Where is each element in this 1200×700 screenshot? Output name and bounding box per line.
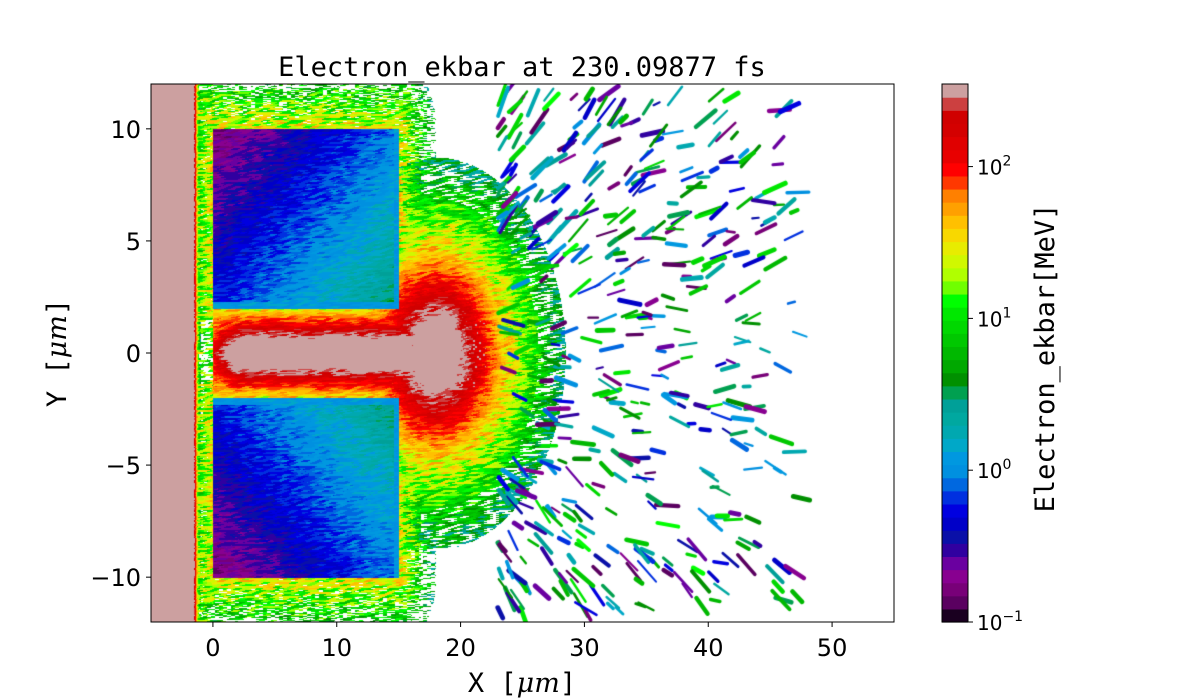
colorbar-segment xyxy=(942,188,968,203)
colorbar-segment xyxy=(942,175,968,190)
colorbar-segment xyxy=(942,267,968,282)
y-axis-label: Y [μm] xyxy=(42,299,73,407)
x-tick-label: 0 xyxy=(205,634,220,662)
colorbar-segment xyxy=(942,556,968,571)
colorbar-segment xyxy=(942,136,968,151)
colorbar-segment xyxy=(942,359,968,374)
colorbar-segment xyxy=(942,307,968,321)
y-tick-label: −5 xyxy=(106,452,141,480)
y-tick-label: 5 xyxy=(126,228,141,256)
colorbar-segment xyxy=(942,477,968,492)
y-axis: −10 −5 0 5 10 xyxy=(90,116,151,592)
colorbar-segment xyxy=(942,503,968,518)
colorbar-segment xyxy=(942,608,968,623)
plot-frame xyxy=(150,83,895,623)
colorbar-segment xyxy=(942,123,968,138)
colorbar-segment xyxy=(942,398,968,413)
colorbar-segment xyxy=(942,320,968,334)
colorbar-segment xyxy=(942,333,968,348)
colorbar-segment xyxy=(942,569,968,584)
colorbar-segment xyxy=(942,149,968,164)
colorbar-frame xyxy=(941,83,969,623)
x-axis-label: X [μm] xyxy=(468,668,576,699)
colorbar-segment xyxy=(942,84,968,98)
colorbar xyxy=(941,83,969,623)
colorbar-label: Electron_ekbar[MeV] xyxy=(1030,204,1061,513)
x-axis: 0 10 20 30 40 50 xyxy=(205,622,847,662)
colorbar-segment xyxy=(942,254,968,269)
colorbar-segment xyxy=(942,412,968,426)
colorbar-segment xyxy=(942,202,968,216)
colorbar-segment xyxy=(942,517,968,531)
colorbar-segment xyxy=(942,97,968,111)
colorbar-segment xyxy=(942,425,968,439)
colorbar-segment xyxy=(942,490,968,505)
colorbar-segment xyxy=(942,110,968,124)
heatmap-image xyxy=(151,84,894,622)
colorbar-segment xyxy=(942,385,968,400)
x-tick-label: 20 xyxy=(445,634,476,662)
colorbar-tick-label: 102 xyxy=(977,154,1011,180)
colorbar-tick-label: 100 xyxy=(977,457,1011,483)
colorbar-segment xyxy=(942,241,968,256)
y-tick-label: 10 xyxy=(110,116,141,144)
colorbar-tick-label: 10−1 xyxy=(977,609,1023,635)
colorbar-segment xyxy=(942,215,968,229)
x-tick-label: 50 xyxy=(817,634,848,662)
colorbar-segment xyxy=(942,451,968,466)
colorbar-tick-label: 101 xyxy=(977,305,1011,331)
colorbar-segment xyxy=(942,162,968,177)
colorbar-segment xyxy=(942,464,968,479)
x-tick-label: 30 xyxy=(569,634,600,662)
colorbar-segment xyxy=(942,530,968,544)
colorbar-segment xyxy=(942,595,968,610)
chart-title: Electron_ekbar at 230.09877 fs xyxy=(278,52,766,83)
x-tick-label: 10 xyxy=(321,634,352,662)
colorbar-segment xyxy=(942,293,968,308)
colorbar-segment xyxy=(942,438,968,453)
colorbar-segment xyxy=(942,280,968,295)
colorbar-segment xyxy=(942,582,968,597)
y-tick-label: 0 xyxy=(126,340,141,368)
y-tick-label: −10 xyxy=(90,564,141,592)
colorbar-segment xyxy=(942,346,968,361)
colorbar-ticks: 10−1 100 101 102 xyxy=(968,154,1023,635)
colorbar-segment xyxy=(942,228,968,243)
colorbar-segment xyxy=(942,543,968,557)
colorbar-segment xyxy=(942,372,968,387)
x-tick-label: 40 xyxy=(693,634,724,662)
